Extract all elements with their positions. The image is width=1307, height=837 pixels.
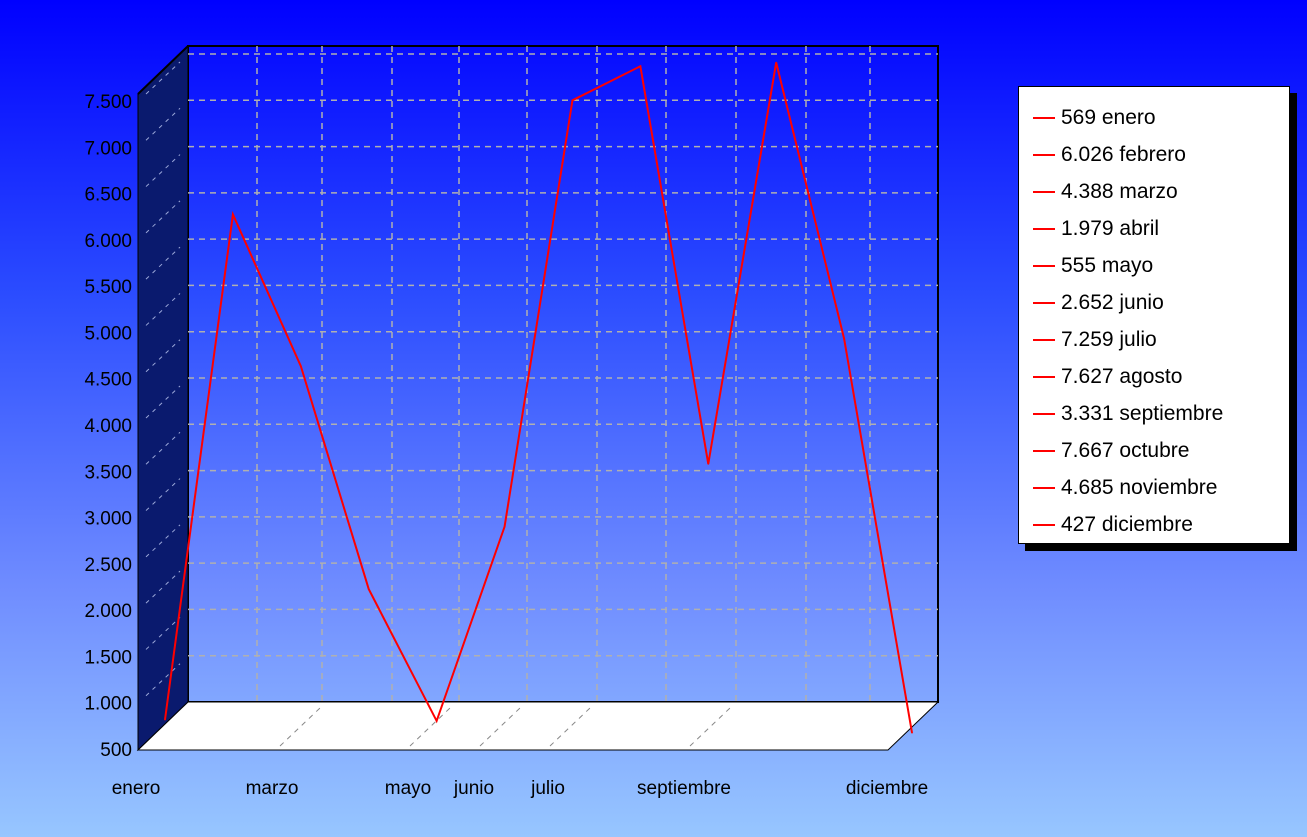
y-tick-label: 4.000: [84, 416, 132, 437]
legend-item: 427 diciembre: [1019, 506, 1289, 543]
legend-swatch: [1033, 153, 1055, 156]
side-wall-edge: [137, 45, 189, 95]
side-grid-line: [145, 107, 181, 141]
data-point-septiembre: [707, 463, 710, 465]
legend-label: 4.685 noviembre: [1061, 475, 1218, 499]
legend-label: 3.331 septiembre: [1061, 401, 1224, 425]
y-tick-label: 6.500: [84, 185, 132, 206]
side-grid-line: [145, 385, 181, 419]
side-grid-line: [145, 339, 181, 373]
data-point-noviembre: [843, 337, 845, 340]
side-grid-line: [145, 200, 181, 234]
legend-label: 1.979 abril: [1061, 216, 1160, 240]
legend-label: 7.627 agosto: [1061, 364, 1183, 388]
side-grid-line: [145, 570, 181, 604]
legend-item: 7.667 octubre: [1019, 432, 1289, 469]
data-point-julio: [571, 99, 574, 102]
legend-label: 4.388 marzo: [1061, 179, 1178, 203]
legend-swatch: [1033, 523, 1055, 526]
y-tick-label: 5.000: [84, 323, 132, 344]
x-tick-label: septiembre: [637, 778, 731, 799]
side-grid-line: [145, 663, 181, 697]
back-wall: [187, 45, 939, 703]
x-tick-label: enero: [112, 778, 161, 799]
y-tick-label: 7.000: [84, 138, 132, 159]
x-tick-label: julio: [530, 778, 565, 799]
x-tick-label: diciembre: [846, 778, 928, 799]
data-point-agosto: [639, 65, 642, 68]
side-grid-line: [145, 431, 181, 465]
data-point-junio: [503, 525, 506, 528]
side-grid-line: [145, 617, 181, 650]
legend-label: 555 mayo: [1061, 253, 1154, 277]
data-point-enero: [164, 718, 166, 721]
legend-swatch: [1033, 449, 1055, 452]
data-point-abril: [367, 588, 370, 590]
side-wall: [137, 44, 189, 752]
legend-swatch: [1033, 190, 1055, 193]
legend-swatch: [1033, 116, 1055, 119]
y-tick-label: 2.000: [84, 601, 132, 622]
data-point-febrero: [232, 213, 234, 216]
legend-swatch: [1033, 486, 1055, 489]
legend-swatch: [1033, 375, 1055, 378]
floor: [136, 701, 940, 751]
x-tick-label: marzo: [246, 778, 299, 799]
legend-swatch: [1033, 412, 1055, 415]
data-line: [164, 62, 913, 733]
legend-label: 2.652 junio: [1061, 290, 1164, 314]
y-tick-label: 1.000: [84, 694, 132, 715]
y-tick-label: 7.500: [84, 92, 132, 113]
data-point-mayo: [435, 720, 438, 722]
y-tick-label: 3.000: [84, 509, 132, 530]
data-point-diciembre: [911, 731, 913, 734]
legend-item: 555 mayo: [1019, 247, 1289, 284]
legend-item: 3.331 septiembre: [1019, 395, 1289, 432]
legend-swatch: [1033, 264, 1055, 267]
y-tick-label: 3.500: [84, 462, 132, 483]
x-tick-label: junio: [453, 778, 494, 799]
legend-item: 569 enero: [1019, 99, 1289, 136]
y-tick-label: 4.500: [84, 370, 132, 391]
legend-item: 6.026 febrero: [1019, 136, 1289, 173]
legend: 569 enero 6.026 febrero 4.388 marzo 1.979 a…: [1018, 86, 1290, 544]
legend-item: 2.652 junio: [1019, 284, 1289, 321]
y-tick-label: 1.500: [84, 647, 132, 668]
side-grid-line: [145, 293, 181, 326]
legend-label: 6.026 febrero: [1061, 142, 1186, 166]
legend-swatch: [1033, 301, 1055, 304]
side-grid-line: [145, 246, 181, 280]
legend-label: 7.667 octubre: [1061, 438, 1190, 462]
legend-item: 4.685 noviembre: [1019, 469, 1289, 506]
legend-swatch: [1033, 338, 1055, 341]
y-tick-label: 5.500: [84, 277, 132, 298]
side-grid-line: [145, 154, 181, 187]
legend-swatch: [1033, 227, 1055, 230]
legend-item: 7.259 julio: [1019, 321, 1289, 358]
y-tick-label: 500: [100, 740, 132, 761]
side-grid-line: [145, 524, 181, 558]
data-point-octubre: [775, 61, 777, 64]
legend-label: 7.259 julio: [1061, 327, 1157, 351]
legend-label: 427 diciembre: [1061, 512, 1193, 536]
legend-item: 7.627 agosto: [1019, 358, 1289, 395]
side-grid-line: [145, 61, 181, 95]
x-tick-label: mayo: [385, 778, 431, 799]
legend-label: 569 enero: [1061, 105, 1156, 129]
legend-item: 4.388 marzo: [1019, 173, 1289, 210]
data-point-marzo: [300, 365, 302, 367]
side-grid-line: [145, 478, 181, 511]
y-tick-label: 2.500: [84, 555, 132, 576]
legend-item: 1.979 abril: [1019, 210, 1289, 247]
y-tick-label: 6.000: [84, 231, 132, 252]
